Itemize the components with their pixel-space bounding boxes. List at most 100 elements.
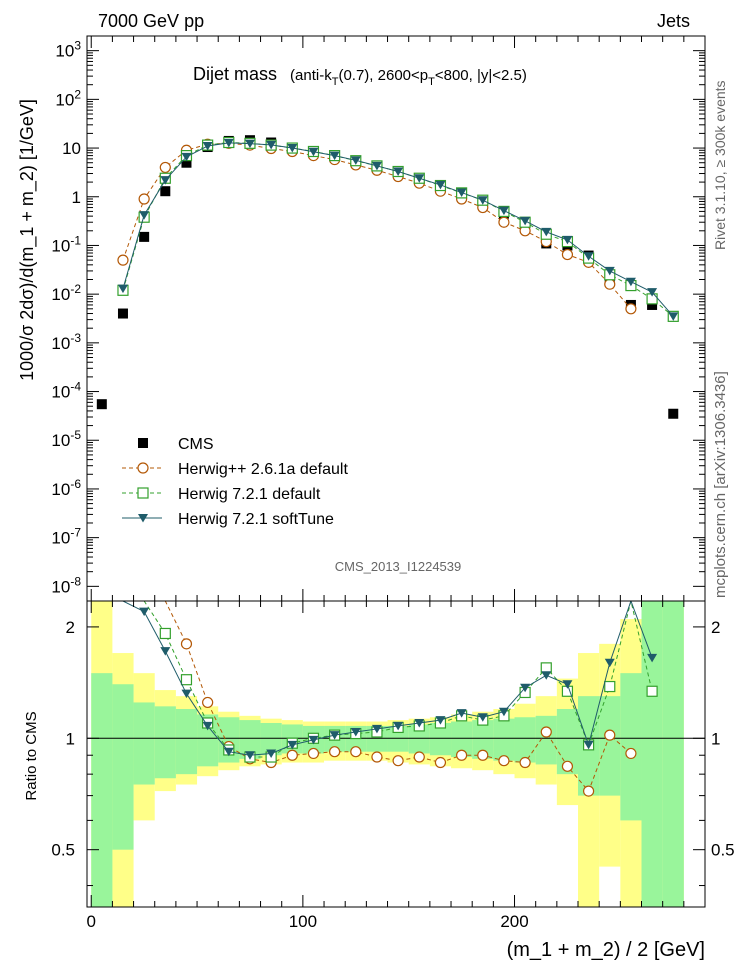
data-point	[117, 308, 128, 319]
data-point	[287, 144, 298, 153]
ratio-point	[498, 755, 510, 767]
ratio-point	[307, 747, 320, 760]
legend-entry: CMS	[138, 436, 214, 453]
ratio-point	[541, 671, 552, 680]
data-point	[223, 138, 234, 148]
data-point	[583, 252, 594, 261]
inner-band	[641, 601, 663, 907]
data-point	[139, 211, 150, 220]
legend-entry: Herwig 7.2.1 default	[122, 486, 321, 503]
inner-band	[175, 709, 198, 775]
title-main: Dijet mass	[193, 64, 277, 84]
ratio-point	[286, 749, 298, 761]
data-point	[625, 303, 637, 315]
data-point	[329, 151, 340, 161]
mcplots-label: mcplots.cern.ch [arXiv:1306.3436]	[712, 371, 729, 598]
data-point	[456, 188, 467, 198]
main-panel-axes: 10-8 10-7 10-6 10-5 10-4 10-3 10-2 10-1 1 10 102 10…	[51, 35, 706, 602]
ratio-point	[520, 683, 531, 693]
data-point	[561, 248, 574, 261]
ratio-point	[414, 718, 425, 728]
ratio-point	[350, 746, 362, 758]
inner-band	[239, 720, 261, 759]
main-series-2	[117, 136, 679, 322]
data-point	[202, 142, 213, 151]
inner-band	[514, 717, 536, 763]
header-left: 7000 GeV pp	[98, 11, 204, 31]
legend-marker	[137, 487, 149, 499]
legend-label: CMS	[178, 436, 214, 453]
y-tick-label: 10-4	[51, 380, 81, 402]
y-tick-label: 10-7	[51, 526, 81, 548]
data-point	[117, 254, 129, 266]
y-tick-label: 10-5	[51, 428, 81, 450]
data-point	[647, 299, 658, 310]
ratio-point	[477, 749, 489, 761]
x-tick-label: 100	[289, 912, 317, 931]
inner-band	[662, 601, 684, 907]
main-panel-series	[96, 135, 679, 419]
x-tick-label: 0	[86, 912, 95, 931]
ratio-y-tick-label-right: 1	[711, 729, 720, 748]
data-point	[668, 408, 679, 419]
y-axis-label-main: 1000/σ 2dσ)/d(m_1 + m_2) [1/GeV]	[17, 99, 38, 381]
data-point	[477, 196, 488, 205]
data-point	[604, 266, 615, 276]
data-point	[96, 399, 107, 410]
inner-band	[91, 673, 113, 907]
data-point	[266, 140, 277, 150]
ratio-point	[329, 746, 341, 758]
ratio-panel-bands	[87, 601, 705, 907]
data-point	[160, 176, 171, 185]
ratio-point	[202, 721, 213, 731]
ratio-series-2	[122, 601, 658, 760]
ratio-point	[625, 747, 637, 760]
ratio-y-tick-label-right: 2	[711, 618, 720, 637]
data-point	[159, 161, 171, 174]
ratio-point	[456, 749, 468, 761]
title-detail-pre: (anti-k	[290, 67, 332, 84]
ratio-point	[435, 716, 446, 725]
ratio-point	[202, 696, 214, 709]
ratio-panel-axes: 0.5 0.5 1 1 2 2 0 100 200	[51, 600, 735, 931]
y-tick-label: 10-6	[51, 477, 81, 499]
inner-band	[472, 720, 494, 759]
ratio-point	[646, 685, 658, 697]
data-point	[414, 174, 425, 183]
y-tick-label: 102	[55, 87, 81, 109]
inner-band	[154, 706, 176, 779]
ratio-point	[562, 680, 573, 689]
title-sub1: T	[332, 76, 339, 88]
data-point	[117, 284, 128, 294]
data-point	[371, 161, 382, 171]
plot-title: Dijet mass (anti-kT(0.7), 2600<pT<800, |…	[193, 64, 527, 88]
data-point	[604, 278, 616, 290]
data-point	[138, 193, 150, 205]
legend: CMS Herwig++ 2.6.1a default Herwig 7.2.1 d…	[122, 436, 348, 528]
data-point	[668, 312, 679, 321]
legend-marker	[138, 438, 148, 448]
ratio-point	[540, 726, 552, 738]
ratio-point	[456, 709, 467, 718]
legend-label: Herwig 7.2.1 softTune	[178, 511, 334, 528]
x-tick-label: 200	[500, 912, 528, 931]
ratio-point	[160, 647, 171, 656]
inner-band	[535, 715, 557, 765]
ratio-panel-series	[122, 601, 658, 797]
analysis-id: CMS_2013_I1224539	[335, 559, 462, 574]
data-point	[308, 147, 319, 157]
ratio-point	[308, 735, 319, 745]
ratio-point	[519, 756, 531, 769]
data-point	[181, 157, 192, 168]
ratio-frame	[86, 600, 706, 908]
y-tick-label: 103	[55, 39, 81, 61]
main-series-3	[117, 138, 679, 321]
ratio-point	[371, 751, 383, 763]
y-tick-label: 10	[62, 139, 81, 158]
legend-entry: Herwig++ 2.6.1a default	[122, 461, 348, 478]
legend-label: Herwig++ 2.6.1a default	[178, 461, 348, 478]
data-point	[139, 231, 150, 242]
rivet-label: Rivet 3.1.10, ≥ 300k events	[712, 80, 728, 250]
inner-band	[599, 696, 621, 796]
